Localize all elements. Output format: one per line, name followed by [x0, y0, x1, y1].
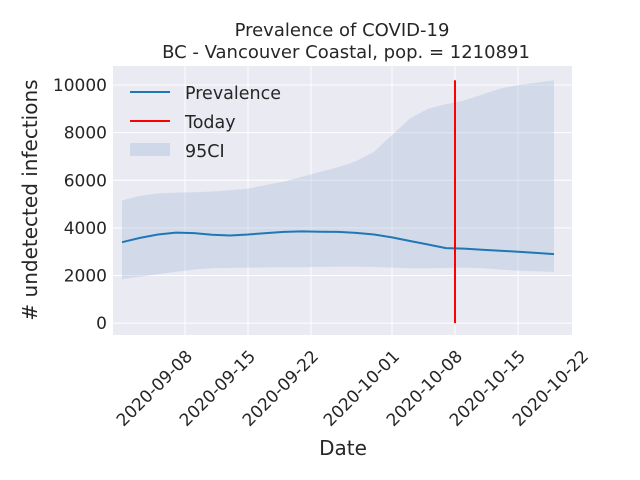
legend-label-today: Today: [184, 113, 236, 133]
series-layer: [121, 80, 555, 324]
legend-label-prevalence: Prevalence: [185, 84, 281, 104]
chart-title-line2: BC - Vancouver Coastal, pop. = 1210891: [162, 42, 530, 63]
y-tick-label: 6000: [64, 171, 107, 191]
ci-band-95: [122, 80, 554, 280]
chart-title-line1: Prevalence of COVID-19: [235, 20, 450, 41]
y-tick-label: 0: [96, 314, 107, 334]
prevalence-line: [121, 230, 555, 256]
y-axis-label: # undetected infections: [18, 79, 42, 320]
y-tick-label: 4000: [64, 219, 107, 239]
y-tick-label: 8000: [64, 124, 107, 144]
x-axis-label: Date: [319, 436, 367, 460]
legend-swatch-95ci: [130, 143, 170, 156]
legend: Prevalence Today 95CI: [130, 84, 281, 162]
legend-label-95ci: 95CI: [185, 142, 225, 162]
y-tick-label: 10000: [53, 76, 107, 96]
ci-band-layer: [122, 80, 554, 280]
plot-area: [113, 66, 572, 335]
y-tick-label: 2000: [64, 266, 107, 286]
